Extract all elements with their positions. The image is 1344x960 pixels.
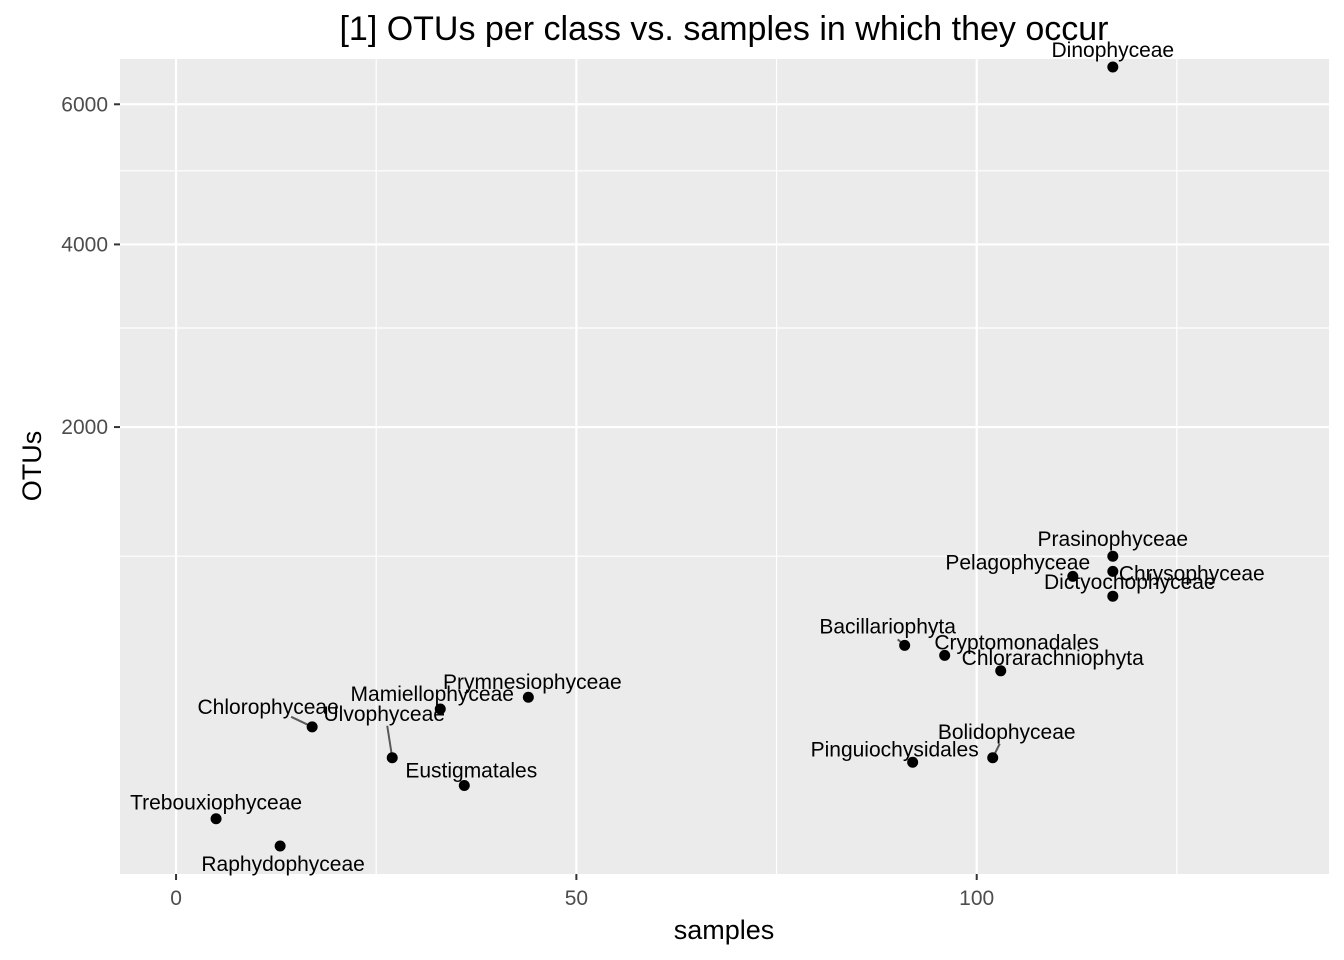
point-label: Eustigmatales	[405, 760, 537, 783]
data-points	[210, 61, 1119, 852]
point-label: Trebouxiophyceae	[130, 792, 302, 815]
y-tick-label: 4000	[61, 233, 108, 256]
data-point	[306, 721, 318, 733]
point-label: Chrysophyceae	[1119, 562, 1265, 585]
data-point	[939, 649, 951, 661]
point-label: Raphydophyceae	[201, 853, 364, 876]
data-point	[210, 813, 222, 825]
chart-title: [1] OTUs per class vs. samples in which …	[339, 10, 1108, 48]
data-point	[1107, 61, 1119, 73]
y-axis-title: OTUs	[17, 431, 47, 502]
data-point	[907, 756, 919, 768]
data-point	[899, 639, 911, 651]
data-point	[987, 752, 999, 764]
y-tick-label: 2000	[61, 416, 108, 439]
point-label: Pinguiochysidales	[811, 738, 979, 761]
x-tick-label: 50	[565, 887, 588, 910]
point-label: Chlorophyceae	[198, 696, 339, 719]
point-label: Ulvophyceae	[324, 703, 445, 726]
data-point	[386, 752, 398, 764]
point-label: Cryptomonadales	[934, 631, 1099, 654]
x-axis-title: samples	[674, 915, 775, 945]
point-labels: Dinophyceae Prasinophyceae Chrysophyceae Pe…	[130, 39, 1265, 876]
data-point	[1107, 590, 1119, 602]
point-label: Prasinophyceae	[1038, 528, 1189, 551]
plot-panel	[120, 59, 1329, 874]
data-point	[1107, 550, 1119, 562]
point-label: Prymnesiophyceae	[443, 671, 622, 694]
point-label: Dinophyceae	[1052, 39, 1175, 62]
data-point	[458, 780, 470, 792]
point-label: Dictyochophyceae	[1044, 571, 1216, 594]
data-point	[434, 703, 446, 715]
point-label: Mamiellophyceae	[351, 683, 514, 706]
point-label: Chlorarachniophyta	[962, 647, 1144, 670]
data-point	[995, 665, 1007, 677]
grid-lines	[120, 59, 1329, 874]
point-label: Bolidophyceae	[938, 721, 1076, 744]
x-tick-label: 0	[170, 887, 182, 910]
data-point	[1067, 570, 1079, 582]
data-point	[1107, 565, 1119, 577]
y-tick-label: 6000	[61, 93, 108, 116]
point-label: Bacillariophyta	[819, 615, 956, 638]
x-tick-label: 100	[959, 887, 994, 910]
data-point	[522, 691, 534, 703]
axes: 0 50 100 2000 4000 6000	[61, 93, 994, 910]
data-point	[274, 840, 286, 852]
point-label: Pelagophyceae	[945, 551, 1090, 574]
